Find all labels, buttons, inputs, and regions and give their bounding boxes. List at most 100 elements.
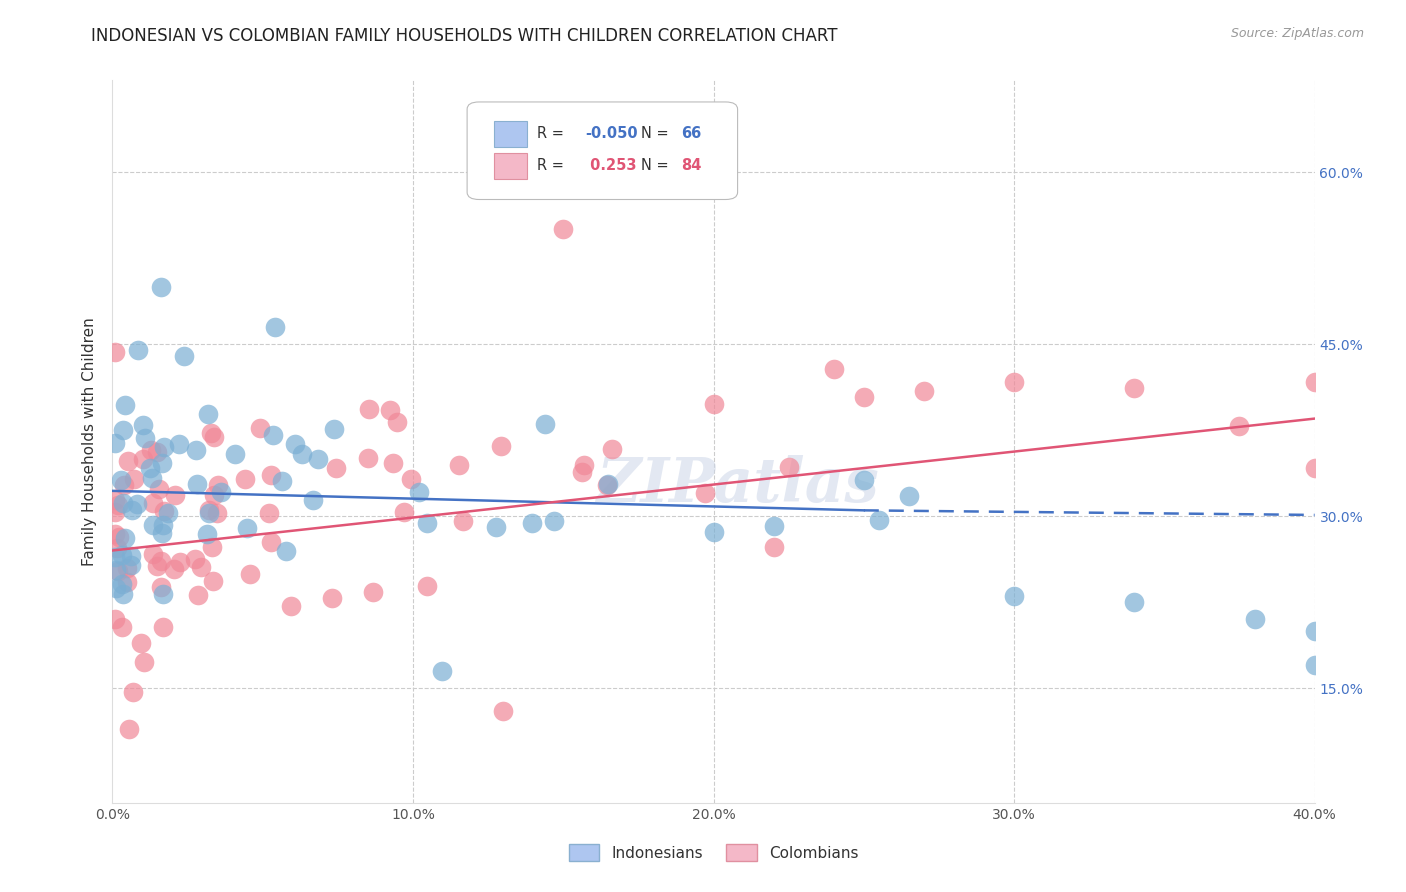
Point — [276, 544, 298, 558]
Point — [202, 430, 225, 444]
Point — [107, 530, 129, 544]
Point — [627, 159, 650, 173]
FancyBboxPatch shape — [467, 102, 738, 200]
Point — [152, 517, 174, 532]
Point — [382, 456, 405, 470]
Point — [534, 417, 557, 432]
Point — [104, 345, 127, 359]
Point — [115, 561, 138, 575]
Text: Source: ZipAtlas.com: Source: ZipAtlas.com — [1230, 27, 1364, 40]
Point — [852, 474, 875, 488]
Point — [104, 549, 127, 564]
Point — [1303, 375, 1326, 389]
Point — [150, 526, 173, 541]
Point — [262, 428, 284, 442]
Point — [489, 439, 512, 453]
Point — [105, 582, 128, 596]
FancyBboxPatch shape — [494, 153, 527, 179]
Point — [1303, 624, 1326, 638]
Point — [600, 442, 623, 457]
Point — [121, 503, 143, 517]
Point — [139, 460, 162, 475]
Point — [485, 520, 508, 534]
Point — [127, 497, 149, 511]
Point — [1123, 381, 1146, 395]
Point — [291, 447, 314, 461]
Point — [197, 407, 219, 421]
Point — [201, 540, 224, 554]
Text: R =: R = — [537, 126, 568, 141]
Point — [142, 518, 165, 533]
Point — [249, 421, 271, 435]
Point — [152, 620, 174, 634]
Point — [703, 524, 725, 539]
Point — [186, 476, 208, 491]
Point — [762, 519, 785, 533]
Text: 84: 84 — [681, 158, 702, 173]
Point — [703, 397, 725, 411]
Point — [596, 478, 619, 492]
Point — [778, 459, 800, 474]
Point — [260, 468, 283, 483]
Point — [114, 532, 136, 546]
Point — [451, 514, 474, 528]
Point — [408, 484, 430, 499]
Point — [148, 483, 170, 497]
Point — [150, 580, 173, 594]
Point — [149, 554, 172, 568]
Point — [1303, 461, 1326, 475]
Point — [104, 492, 127, 507]
Point — [111, 620, 134, 634]
Point — [122, 472, 145, 486]
Point — [432, 664, 454, 678]
Point — [122, 685, 145, 699]
Point — [132, 451, 155, 466]
Point — [104, 563, 127, 577]
Point — [167, 437, 190, 451]
Point — [134, 431, 156, 445]
Point — [224, 447, 246, 461]
Point — [195, 526, 218, 541]
Point — [129, 636, 152, 650]
Point — [114, 398, 136, 412]
Point — [260, 535, 283, 549]
Point — [112, 423, 135, 437]
Point — [142, 547, 165, 561]
Point — [142, 496, 165, 510]
Point — [111, 548, 134, 562]
Point — [152, 587, 174, 601]
Point — [301, 493, 323, 508]
Point — [146, 444, 169, 458]
Point — [200, 425, 222, 440]
Point — [107, 498, 129, 512]
Point — [823, 362, 845, 376]
Point — [198, 506, 221, 520]
Point — [104, 527, 127, 541]
Point — [321, 591, 343, 605]
Point — [115, 575, 138, 590]
Point — [416, 579, 439, 593]
Point — [209, 484, 232, 499]
Text: N =: N = — [641, 158, 673, 173]
Point — [187, 588, 209, 602]
Point — [157, 506, 180, 520]
Point — [357, 450, 380, 465]
Point — [104, 612, 127, 626]
Point — [284, 437, 307, 451]
Point — [207, 506, 229, 520]
Point — [202, 488, 225, 502]
Point — [322, 422, 344, 436]
Point — [852, 391, 875, 405]
Point — [574, 458, 596, 473]
Point — [112, 587, 135, 601]
Point — [198, 503, 221, 517]
Point — [184, 442, 207, 457]
Text: INDONESIAN VS COLOMBIAN FAMILY HOUSEHOLDS WITH CHILDREN CORRELATION CHART: INDONESIAN VS COLOMBIAN FAMILY HOUSEHOLD… — [91, 27, 838, 45]
Point — [235, 520, 257, 534]
Point — [1243, 612, 1265, 626]
Point — [111, 577, 134, 591]
Point — [173, 349, 195, 363]
Point — [104, 505, 127, 519]
Point — [257, 506, 280, 520]
Point — [120, 549, 142, 563]
